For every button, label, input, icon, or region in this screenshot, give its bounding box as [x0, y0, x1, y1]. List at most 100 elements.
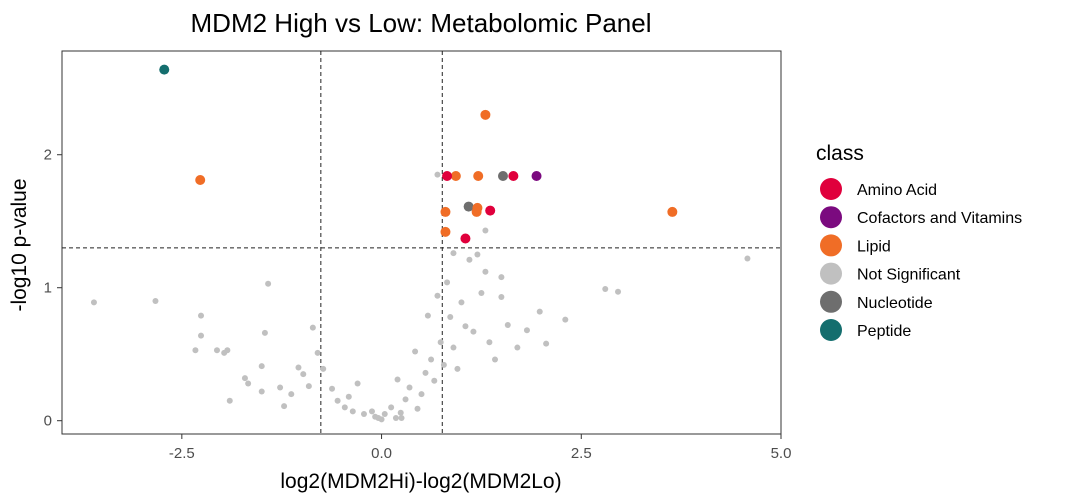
- point-not-significant-51: [458, 299, 465, 306]
- y-tick-label-0: 0: [44, 413, 52, 430]
- point-not-significant-40: [422, 369, 429, 376]
- point-lipid-1: [480, 109, 491, 120]
- point-not-significant-71: [450, 250, 457, 257]
- point-not-significant-28: [360, 411, 367, 418]
- point-not-significant-77: [258, 388, 265, 395]
- point-not-significant-38: [414, 405, 421, 412]
- point-amino-acid-2: [485, 205, 496, 216]
- point-peptide-0: [159, 64, 170, 75]
- point-not-significant-15: [288, 391, 295, 398]
- point-not-significant-61: [504, 321, 511, 328]
- y-axis: 0 1 2: [44, 147, 62, 430]
- point-not-significant-54: [470, 328, 477, 335]
- x-axis-title: log2(MDM2Hi)-log2(MDM2Lo): [280, 470, 561, 493]
- point-not-significant-79: [378, 416, 385, 423]
- point-lipid-2: [450, 171, 461, 182]
- point-lipid-4: [440, 206, 451, 217]
- point-not-significant-33: [392, 415, 399, 422]
- legend-label-not-significant: Not Significant: [857, 267, 961, 284]
- point-not-significant-50: [454, 365, 461, 372]
- point-nucleotide-1: [463, 201, 474, 212]
- legend-swatch-peptide: [820, 319, 842, 341]
- point-not-significant-23: [334, 397, 341, 404]
- point-not-significant-32: [388, 404, 395, 411]
- x-tick-label-0: -2.5: [169, 445, 195, 462]
- point-not-significant-73: [498, 274, 505, 281]
- point-not-significant-47: [444, 279, 451, 286]
- plot-border: [61, 50, 782, 435]
- point-not-significant-20: [314, 349, 321, 356]
- legend-swatch-not-significant: [820, 262, 842, 285]
- point-not-significant-36: [406, 384, 413, 391]
- point-lipid-7: [440, 226, 451, 237]
- y-axis-title: -log10 p-value: [8, 178, 31, 311]
- point-not-significant-62: [514, 344, 521, 351]
- point-not-significant-56: [478, 290, 485, 297]
- legend-swatch-cofactors-and-vitamins: [820, 206, 842, 229]
- x-tick-label-3: 5.0: [771, 445, 792, 462]
- point-not-significant-65: [543, 340, 550, 347]
- point-amino-acid-1: [508, 171, 519, 182]
- point-not-significant-43: [431, 377, 438, 384]
- point-nucleotide-0: [497, 171, 508, 182]
- point-not-significant-58: [486, 339, 493, 346]
- point-not-significant-69: [744, 255, 751, 262]
- point-not-significant-9: [245, 380, 252, 387]
- point-not-significant-59: [491, 356, 498, 363]
- point-not-significant-11: [261, 329, 268, 336]
- point-not-significant-78: [394, 376, 401, 383]
- point-not-significant-72: [482, 227, 489, 234]
- point-not-significant-44: [434, 292, 441, 299]
- point-not-significant-0: [90, 299, 97, 306]
- point-not-significant-26: [349, 408, 356, 415]
- point-not-significant-70: [434, 171, 441, 178]
- legend-title: class: [816, 142, 864, 165]
- point-not-significant-37: [412, 348, 419, 355]
- point-not-significant-57: [482, 268, 489, 275]
- point-not-significant-10: [258, 363, 265, 370]
- point-cofactors-and-vitamins-0: [531, 171, 542, 182]
- point-not-significant-46: [440, 361, 447, 368]
- point-amino-acid-0: [442, 171, 453, 182]
- point-not-significant-21: [320, 365, 327, 372]
- point-not-significant-25: [345, 393, 352, 400]
- y-tick-label-1: 1: [44, 280, 52, 297]
- point-not-significant-67: [602, 286, 609, 293]
- point-not-significant-8: [241, 375, 248, 382]
- point-not-significant-34: [397, 409, 404, 416]
- point-not-significant-12: [265, 280, 272, 287]
- point-not-significant-2: [192, 347, 199, 354]
- point-lipid-8: [667, 206, 678, 217]
- legend-label-amino-acid: Amino Acid: [857, 182, 937, 199]
- point-not-significant-75: [398, 415, 405, 422]
- point-not-significant-22: [329, 385, 336, 392]
- point-not-significant-27: [354, 380, 361, 387]
- point-not-significant-74: [372, 413, 379, 420]
- point-not-significant-16: [295, 364, 302, 371]
- legend-swatch-amino-acid: [820, 178, 842, 200]
- legend-label-peptide: Peptide: [857, 323, 911, 340]
- point-not-significant-64: [536, 308, 543, 315]
- point-not-significant-66: [562, 316, 569, 323]
- plot-area: [61, 50, 782, 435]
- point-not-significant-41: [424, 312, 431, 319]
- x-tick-label-1: 0.0: [371, 445, 392, 462]
- legend: class Amino Acid Cofactors and Vitamins Li…: [816, 142, 1022, 341]
- point-not-significant-48: [447, 313, 454, 320]
- point-not-significant-17: [300, 371, 307, 378]
- point-not-significant-7: [224, 347, 231, 354]
- legend-swatch-lipid: [820, 234, 842, 257]
- point-not-significant-4: [198, 312, 205, 319]
- point-not-significant-19: [309, 324, 316, 331]
- chart-title: MDM2 High vs Low: Metabolomic Panel: [191, 8, 652, 38]
- point-not-significant-60: [498, 294, 505, 301]
- point-not-significant-18: [305, 383, 312, 390]
- point-not-significant-14: [281, 403, 288, 410]
- point-not-significant-53: [466, 256, 473, 263]
- point-lipid-6: [472, 202, 483, 213]
- x-axis: -2.5 0.0 2.5 5.0: [169, 434, 792, 462]
- x-tick-label-2: 2.5: [571, 445, 592, 462]
- point-not-significant-39: [418, 391, 425, 398]
- point-not-significant-24: [341, 404, 348, 411]
